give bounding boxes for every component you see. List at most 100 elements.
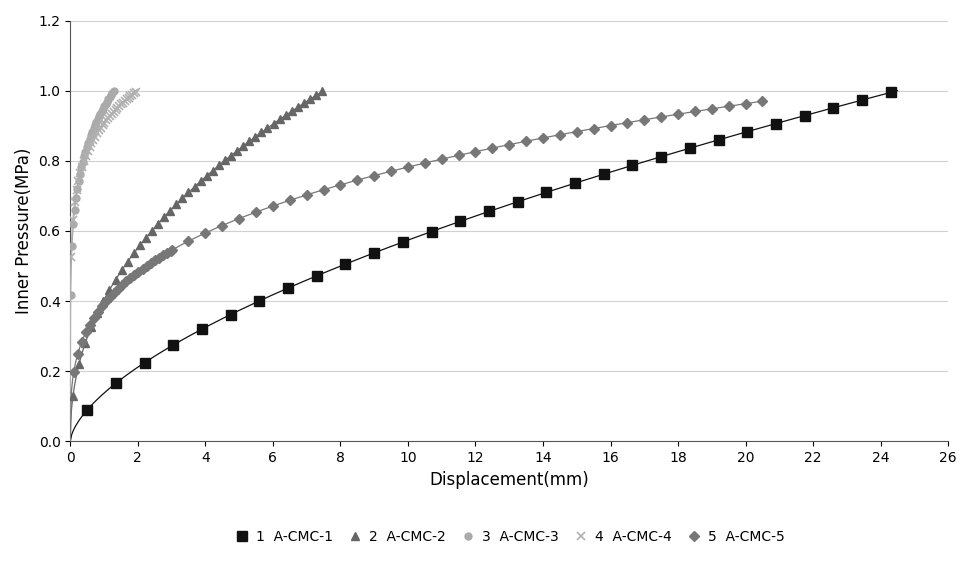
4  A-CMC-4 — [119, 98, 130, 104]
1  A-CMC-1 — [827, 104, 839, 111]
3  A-CMC-3 — [104, 94, 116, 100]
4  A-CMC-4 — [91, 130, 103, 137]
2  A-CMC-2 — [194, 178, 206, 185]
2  A-CMC-2 — [231, 147, 243, 154]
1  A-CMC-1 — [225, 311, 236, 318]
2  A-CMC-2 — [183, 189, 194, 196]
2  A-CMC-2 — [146, 227, 157, 234]
5  A-CMC-5 — [68, 369, 80, 376]
1  A-CMC-1 — [627, 162, 639, 169]
3  A-CMC-3 — [65, 292, 77, 299]
1  A-CMC-1 — [254, 298, 265, 304]
4  A-CMC-4 — [98, 119, 110, 126]
1  A-CMC-1 — [540, 189, 552, 196]
4  A-CMC-4 — [110, 107, 122, 113]
2  A-CMC-2 — [73, 361, 85, 367]
1  A-CMC-1 — [339, 261, 351, 268]
4  A-CMC-4 — [106, 111, 118, 117]
2  A-CMC-2 — [280, 112, 292, 119]
1  A-CMC-1 — [856, 96, 868, 103]
3  A-CMC-3 — [100, 100, 112, 107]
1  A-CMC-1 — [167, 341, 179, 348]
1  A-CMC-1 — [570, 180, 581, 187]
2  A-CMC-2 — [80, 340, 91, 347]
3  A-CMC-3 — [90, 119, 102, 126]
3  A-CMC-3 — [72, 185, 84, 192]
2  A-CMC-2 — [164, 207, 176, 214]
1  A-CMC-1 — [397, 239, 408, 246]
3  A-CMC-3 — [87, 128, 98, 135]
4  A-CMC-4 — [75, 170, 87, 176]
3  A-CMC-3 — [76, 164, 87, 171]
2  A-CMC-2 — [110, 276, 122, 283]
2  A-CMC-2 — [134, 242, 146, 249]
1  A-CMC-1 — [742, 128, 753, 135]
1  A-CMC-1 — [598, 171, 609, 177]
2  A-CMC-2 — [140, 234, 152, 241]
2  A-CMC-2 — [310, 92, 322, 99]
2  A-CMC-2 — [274, 116, 286, 123]
1  A-CMC-1 — [110, 380, 122, 387]
3  A-CMC-3 — [93, 113, 105, 120]
3  A-CMC-3 — [69, 206, 81, 213]
2  A-CMC-2 — [207, 167, 219, 174]
Line: 2  A-CMC-2: 2 A-CMC-2 — [69, 88, 326, 400]
3  A-CMC-3 — [87, 125, 99, 132]
2  A-CMC-2 — [256, 129, 267, 136]
1  A-CMC-1 — [770, 120, 781, 127]
1  A-CMC-1 — [311, 272, 323, 279]
Line: 4  A-CMC-4: 4 A-CMC-4 — [67, 88, 140, 261]
2  A-CMC-2 — [226, 152, 237, 159]
4  A-CMC-4 — [95, 124, 107, 131]
3  A-CMC-3 — [70, 195, 82, 202]
4  A-CMC-4 — [84, 144, 95, 151]
1  A-CMC-1 — [139, 359, 151, 366]
2  A-CMC-2 — [67, 392, 79, 399]
4  A-CMC-4 — [128, 90, 140, 97]
5  A-CMC-5 — [284, 197, 295, 204]
2  A-CMC-2 — [97, 298, 109, 304]
1  A-CMC-1 — [368, 249, 380, 256]
4  A-CMC-4 — [124, 93, 136, 100]
2  A-CMC-2 — [170, 201, 182, 208]
Line: 5  A-CMC-5: 5 A-CMC-5 — [70, 98, 766, 376]
3  A-CMC-3 — [91, 116, 103, 122]
4  A-CMC-4 — [102, 115, 114, 121]
2  A-CMC-2 — [201, 172, 213, 179]
4  A-CMC-4 — [73, 177, 85, 184]
4  A-CMC-4 — [100, 117, 112, 124]
2  A-CMC-2 — [189, 183, 200, 190]
3  A-CMC-3 — [73, 177, 85, 184]
2  A-CMC-2 — [213, 162, 225, 169]
2  A-CMC-2 — [122, 258, 133, 265]
2  A-CMC-2 — [153, 220, 164, 227]
5  A-CMC-5 — [756, 98, 768, 104]
4  A-CMC-4 — [80, 153, 91, 159]
2  A-CMC-2 — [237, 142, 249, 149]
4  A-CMC-4 — [122, 95, 134, 101]
1  A-CMC-1 — [282, 285, 294, 291]
3  A-CMC-3 — [66, 243, 78, 249]
3  A-CMC-3 — [83, 139, 94, 146]
X-axis label: Displacement(mm): Displacement(mm) — [430, 471, 589, 489]
5  A-CMC-5 — [621, 119, 633, 126]
5  A-CMC-5 — [117, 281, 128, 288]
1  A-CMC-1 — [426, 228, 437, 235]
4  A-CMC-4 — [89, 133, 101, 140]
5  A-CMC-5 — [153, 255, 164, 261]
4  A-CMC-4 — [104, 112, 116, 119]
4  A-CMC-4 — [121, 96, 132, 103]
4  A-CMC-4 — [96, 122, 108, 129]
1  A-CMC-1 — [885, 89, 896, 96]
2  A-CMC-2 — [91, 310, 103, 316]
2  A-CMC-2 — [128, 250, 140, 257]
4  A-CMC-4 — [67, 217, 79, 223]
5  A-CMC-5 — [124, 274, 136, 281]
Legend: 1  A-CMC-1, 2  A-CMC-2, 3  A-CMC-3, 4  A-CMC-4, 5  A-CMC-5: 1 A-CMC-1, 2 A-CMC-2, 3 A-CMC-3, 4 A-CMC… — [228, 524, 790, 549]
4  A-CMC-4 — [116, 101, 127, 108]
1  A-CMC-1 — [483, 208, 495, 215]
3  A-CMC-3 — [108, 88, 120, 95]
2  A-CMC-2 — [250, 133, 261, 140]
2  A-CMC-2 — [104, 286, 116, 293]
2  A-CMC-2 — [86, 324, 97, 331]
